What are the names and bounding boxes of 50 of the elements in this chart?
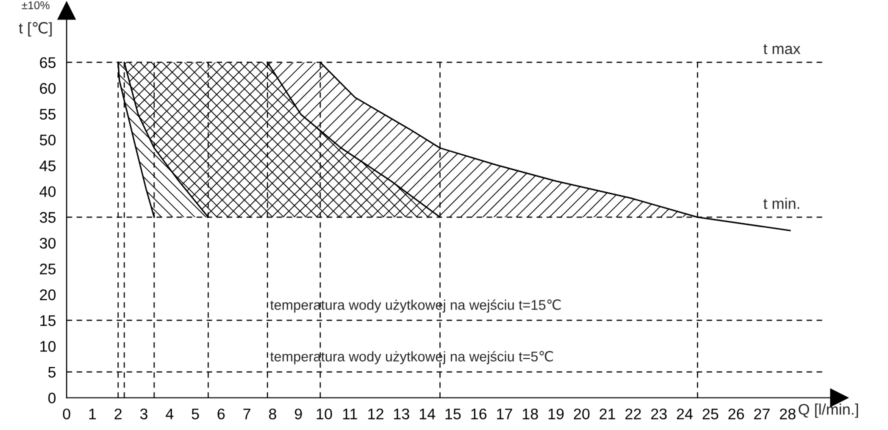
x-tick-label: 10 <box>316 408 332 420</box>
x-tick-label: 19 <box>548 408 564 420</box>
x-tick-label: 17 <box>497 408 512 420</box>
x-tick-label: 13 <box>394 408 410 420</box>
x-axis-title: Q [l/min.] <box>798 404 858 418</box>
y-tick-label: 0 <box>48 392 56 404</box>
x-tick-label: 12 <box>368 408 384 420</box>
y-tick-label: 5 <box>48 366 56 378</box>
y-axis-title: t [℃] <box>18 22 52 37</box>
x-tick-label: 11 <box>343 408 358 420</box>
x-tick-label: 23 <box>651 408 667 420</box>
x-tick-label: 22 <box>625 408 641 420</box>
x-tick-label: 15 <box>446 408 461 420</box>
y-tick-label: 15 <box>40 315 56 326</box>
x-tick-label: 4 <box>166 408 174 420</box>
y-tick-label: 30 <box>40 238 56 249</box>
ref-line-label: t max <box>763 44 800 54</box>
x-tick-label: 27 <box>754 408 770 420</box>
x-tick-label: 2 <box>114 408 122 420</box>
ref-line-label: t min. <box>763 198 800 209</box>
x-tick-label: 20 <box>574 408 590 420</box>
y-tick-label: 65 <box>40 57 56 68</box>
x-tick-label: 16 <box>471 408 486 420</box>
ref-line-label: temperatura wody użytkowej na wejściu t=15℃ <box>270 299 561 313</box>
x-tick-label: 25 <box>702 408 718 420</box>
y-tick-label: 10 <box>40 341 56 352</box>
x-tick-label: 28 <box>780 408 796 420</box>
x-tick-label: 9 <box>294 408 302 420</box>
x-tick-label: 1 <box>89 408 96 420</box>
x-tick-label: 5 <box>192 408 199 420</box>
y-tick-label: 40 <box>40 186 56 198</box>
x-tick-label: 18 <box>522 408 538 420</box>
x-tick-label: 21 <box>600 408 616 420</box>
y-tick-label: 60 <box>40 83 56 94</box>
x-tick-label: 0 <box>62 408 70 420</box>
x-tick-label: 24 <box>676 408 693 420</box>
text: ±10% <box>22 1 50 10</box>
y-tick-label: 45 <box>40 160 56 172</box>
y-tick-label: 35 <box>40 212 56 223</box>
x-tick-label: 3 <box>140 408 148 420</box>
x-tick-label: 6 <box>218 408 225 420</box>
x-tick-label: 26 <box>728 408 744 420</box>
ref-line-label: temperatura wody użytkowej na wejściu t=5℃ <box>270 351 553 364</box>
y-tick-label: 55 <box>40 108 56 120</box>
y-tick-label: 20 <box>40 289 56 300</box>
y-tick-label: 50 <box>40 134 56 146</box>
y-tick-label: 25 <box>40 264 56 274</box>
x-tick-label: 14 <box>420 408 436 420</box>
x-tick-label: 8 <box>269 408 276 420</box>
x-tick-label: 7 <box>243 408 250 420</box>
